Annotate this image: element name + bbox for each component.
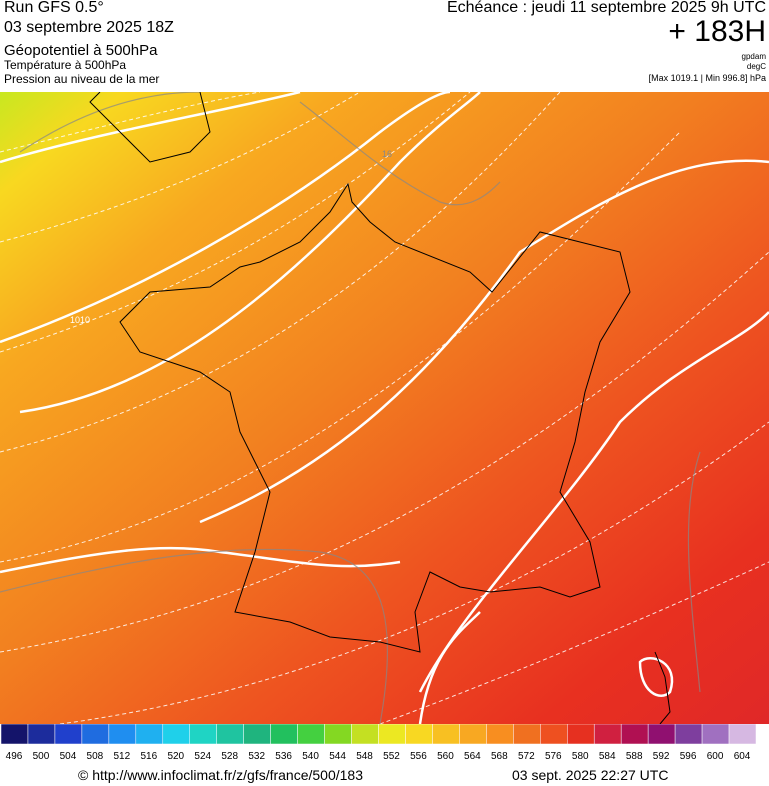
color-swatch bbox=[81, 724, 110, 745]
color-swatch bbox=[378, 724, 406, 745]
color-swatch bbox=[0, 724, 29, 745]
map bbox=[0, 92, 769, 725]
field-background bbox=[0, 92, 769, 724]
color-swatch bbox=[216, 724, 244, 745]
color-swatch bbox=[270, 724, 298, 745]
color-swatch bbox=[324, 724, 352, 745]
scale-label: 560 bbox=[437, 751, 454, 762]
valid-time: Echéance : jeudi 11 septembre 2025 9h UT… bbox=[446, 0, 766, 16]
scale-label: 520 bbox=[167, 751, 184, 762]
scale-label: 552 bbox=[383, 751, 400, 762]
color-swatch bbox=[297, 724, 325, 745]
color-swatch bbox=[432, 724, 460, 745]
color-swatch bbox=[701, 724, 730, 745]
scale-label: 564 bbox=[464, 751, 481, 762]
color-swatch bbox=[135, 724, 164, 745]
field-label: Géopotentiel à 500hPa bbox=[4, 42, 158, 59]
run-label: Run GFS 0.5° bbox=[4, 0, 104, 16]
color-swatch bbox=[620, 724, 649, 745]
scale-label: 532 bbox=[248, 751, 265, 762]
color-swatch bbox=[567, 724, 595, 745]
coastlines bbox=[89, 92, 671, 725]
field-label: Température à 500hPa bbox=[4, 58, 127, 72]
color-swatch bbox=[162, 724, 191, 745]
scale-label: 600 bbox=[707, 751, 724, 762]
color-swatch bbox=[486, 724, 514, 745]
field-label: Pression au niveau de la mer bbox=[4, 72, 160, 86]
scale-label: 516 bbox=[140, 751, 157, 762]
scale-label: 604 bbox=[734, 751, 751, 762]
scale-label: 524 bbox=[194, 751, 211, 762]
color-swatch bbox=[513, 724, 541, 745]
scale-label: 588 bbox=[626, 751, 643, 762]
scale-label: 592 bbox=[653, 751, 670, 762]
scale-label: 504 bbox=[60, 751, 77, 762]
color-swatch bbox=[540, 724, 568, 745]
unit-label: degC bbox=[746, 62, 766, 71]
scale-label: 596 bbox=[680, 751, 697, 762]
contour-label: 16 bbox=[382, 149, 393, 159]
scale-label: 500 bbox=[33, 751, 50, 762]
lead-time: + 183H bbox=[668, 15, 766, 48]
color-swatch bbox=[27, 724, 56, 745]
generated-time: 03 sept. 2025 22:27 UTC bbox=[512, 767, 669, 783]
scale-label: 584 bbox=[599, 751, 616, 762]
scale-label: 540 bbox=[302, 751, 319, 762]
temperature-contours bbox=[0, 92, 769, 725]
pressure-range: [Max 1019.1 | Min 996.8] hPa bbox=[648, 73, 766, 83]
color-swatch bbox=[647, 724, 676, 745]
color-swatch bbox=[405, 724, 433, 745]
color-swatch bbox=[728, 724, 757, 745]
scale-label: 512 bbox=[114, 751, 131, 762]
color-scale: 496 500 504 508 512 516 520 524 528 532 536 540 544 5… bbox=[0, 724, 757, 762]
color-swatch bbox=[108, 724, 137, 745]
scale-label: 548 bbox=[356, 751, 373, 762]
run-date: 03 septembre 2025 18Z bbox=[4, 19, 174, 36]
color-swatch bbox=[459, 724, 487, 745]
color-swatch bbox=[674, 724, 703, 745]
scale-label: 496 bbox=[6, 751, 23, 762]
scale-label: 568 bbox=[491, 751, 508, 762]
scale-label: 528 bbox=[221, 751, 238, 762]
geopotential-contours bbox=[0, 92, 769, 725]
unit-label: gpdam bbox=[741, 52, 766, 61]
contour-label: 1010 bbox=[70, 315, 91, 325]
scale-label: 536 bbox=[275, 751, 292, 762]
scale-label: 576 bbox=[545, 751, 562, 762]
scale-label: 508 bbox=[87, 751, 104, 762]
color-swatch bbox=[54, 724, 83, 745]
color-swatch bbox=[243, 724, 271, 745]
color-swatch bbox=[593, 724, 622, 745]
scale-label: 572 bbox=[518, 751, 535, 762]
source-url: © http://www.infoclimat.fr/z/gfs/france/… bbox=[78, 767, 363, 783]
pressure-isobars bbox=[0, 92, 701, 725]
color-swatch bbox=[351, 724, 379, 745]
scale-label: 544 bbox=[329, 751, 346, 762]
color-swatch bbox=[189, 724, 217, 745]
scale-label: 556 bbox=[410, 751, 427, 762]
scale-label: 580 bbox=[572, 751, 589, 762]
